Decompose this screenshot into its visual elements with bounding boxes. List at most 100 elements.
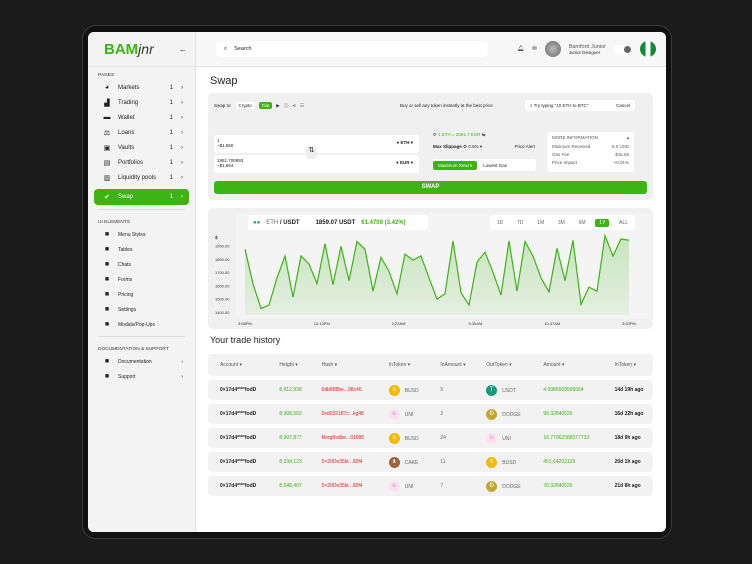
range-1d[interactable]: 1D [496,219,504,226]
bell-icon[interactable]: 🔔︎ [517,46,525,52]
column-header[interactable]: OutToken ▾ [474,354,532,376]
sidebar-item-menu-styles[interactable]: ■ Menu Styles [88,227,195,242]
theme-toggle[interactable] [614,44,632,54]
cell-text: UNI [404,483,414,490]
sidebar-item-swap[interactable]: ✔ Swap 1 › [94,189,189,205]
price-alert-button[interactable]: Price Alert [514,144,535,149]
avatar[interactable] [544,41,561,57]
sidebar-item-tables[interactable]: ■ Tables [88,242,195,257]
cell: 0×17d4****fodD [208,404,268,424]
maximum-return-button[interactable]: Maximum Return [433,160,478,170]
sidebar-item-documentation[interactable]: ■ Documentation › [88,354,195,369]
cancel-button[interactable]: Cancel [615,103,630,108]
table-row[interactable]: 0×17d4****fodD 8,907,877 Rerg8sdbe...01686… [208,428,653,448]
cell: Ð DODGE [474,476,532,496]
ai-search-input[interactable]: ⌕ Try typing "10 ETH to BTC" Cancel [525,100,635,111]
count: 1 [169,114,173,121]
search-input[interactable]: ⌕ Search [216,41,488,57]
sidebar-item-markets[interactable]: ◕ Markets 1 › [88,80,195,95]
sidebar-item-trading[interactable]: ▟ Trading 1 › [88,95,195,110]
cell-text: BUSD [404,387,419,394]
column-header[interactable]: Account ▾ [208,354,268,376]
bar-chart-icon: ▟ [104,99,110,107]
crypto-tab[interactable]: Crypto [235,102,255,109]
token-select-eth[interactable]: ● ETH ▾ [396,140,413,145]
tagline: Buy or sell any token instantly at the b… [400,103,493,108]
range-7d[interactable]: 7D [517,219,524,226]
sidebar-item-settings[interactable]: ■ Settings [88,302,195,317]
lowest-gas-button[interactable]: Lowest Gas [483,162,508,168]
range-3m[interactable]: 3M [557,219,565,226]
table-row[interactable]: 0×17d4****fodD 8,334,123 0×20De35kt...80f4… [208,452,653,472]
briefcase-icon: ▤ [103,159,111,167]
column-header[interactable]: InToken ▾ [602,354,653,376]
sidebar-item-vaults[interactable]: ▣ Vaults 1 › [88,140,195,155]
range-1y[interactable]: 1Y [595,218,610,227]
top-bar: ⌕ Search 🔔︎ ✉ Bamford Junior Junior Designe… [196,32,666,67]
cell: 70.32840625 [531,476,603,496]
refresh-icon[interactable]: ⟳ [433,132,439,137]
cell-text: 16.77062388377733 [543,435,590,441]
y-tick-label: 1700.00 [215,270,230,275]
sidebar-item-modals-pop-ups[interactable]: ■ Modals/Pop-Ups [88,317,195,332]
dodge-token-icon: Ð [486,480,498,492]
settings-icon[interactable]: ☷ [300,102,305,108]
language-flag[interactable] [640,41,656,57]
cell-text: USDT [502,387,516,394]
swap-button[interactable]: SWAP [214,181,647,194]
more-info-heading: MORE INFORMATION [552,135,598,140]
info-icon[interactable]: ⓘ [283,102,289,108]
column-header[interactable]: InToken ▾ [376,354,429,376]
table-row[interactable]: 0×17d4****fodD 8,908,503 0xd032187c...kg48… [208,404,653,424]
play-icon[interactable]: ▶ [276,102,280,108]
main-content: ⌕ Search 🔔︎ ✉ Bamford Junior Junior Designe… [196,32,666,532]
fiat-tab[interactable]: Fiat [258,102,273,109]
range-1m[interactable]: 1M [537,219,545,226]
range-all[interactable]: ALL [619,219,629,226]
range-6m[interactable]: 6M [578,219,586,226]
cell: 2 [428,404,475,424]
range-selector: 1D 7D 1M 3M 6M 1Y ALL [490,215,635,230]
table-row[interactable]: 0×17d4****fodD 8,912,938 6db888be...08c46 ≡… [208,380,653,400]
slippage-label: Max Slippage [433,144,462,149]
sidebar-item-pricing[interactable]: ■ Pricing [88,287,195,302]
sidebar-item-loans[interactable]: ⚖ Loans 1 › [88,125,195,140]
share-icon[interactable]: ⋖ [292,102,297,108]
sidebar-item-chats[interactable]: ■ Chats [88,257,195,272]
cell: 16d 22h ago [602,404,653,424]
from-token: ETH [400,140,410,145]
swap-to-label: Swap to: [214,103,232,108]
page-title: Swap [210,75,238,87]
search-placeholder: Search [234,46,252,52]
cell: ≡ BUSD [376,380,429,400]
column-header[interactable]: Height ▾ [267,354,310,376]
sidebar-item-wallet[interactable]: ▬ Wallet 1 › [88,110,195,125]
y-axis-label: $ [215,235,218,240]
from-amount-field[interactable]: 1 ~$1,860 ● ETH ▾ [214,135,419,153]
mail-icon[interactable]: ✉ [532,46,537,52]
cell: ≡ BUSD [376,428,429,448]
cell: 16.77062388377733 [531,428,603,448]
collapse-icon[interactable]: ▴ [626,135,629,140]
column-header[interactable]: Amount ▾ [531,354,603,376]
area-fill [245,235,629,315]
menu-icon: ■ [104,306,110,313]
flip-tokens-button[interactable]: ⇅ [306,146,317,159]
sidebar-item-support[interactable]: ■ Support › [88,369,195,384]
token-select-eur[interactable]: ● EUR ▾ [396,160,413,165]
info-value: 5.0 USD [611,144,629,149]
cell-text: 2 [440,411,444,417]
sidebar-item-forms[interactable]: ■ Forms [88,272,195,287]
collapse-arrow-icon[interactable]: ← [179,44,187,54]
label: Trading [118,99,139,106]
column-header[interactable]: Hash ▾ [309,354,377,376]
cell-text: BUSD [502,459,517,466]
cell-text: 451.64203125 [543,459,576,465]
sidebar-item-liquidity-pools[interactable]: ▥ Liquidity pools 1 › [88,170,195,185]
to-amount-field[interactable]: 1861.700993 ~$1,864 ● EUR ▾ [214,155,419,173]
chevron-right-icon: › [181,84,183,91]
slippage-value[interactable]: 0.5% [468,144,479,149]
column-header[interactable]: InAmount ▾ [428,354,475,376]
sidebar-item-portfolios[interactable]: ▤ Portfolios 1 › [88,155,195,170]
table-row[interactable]: 0×17d4****fodD 8,548,407 0×20De35kt...80f4… [208,476,653,496]
